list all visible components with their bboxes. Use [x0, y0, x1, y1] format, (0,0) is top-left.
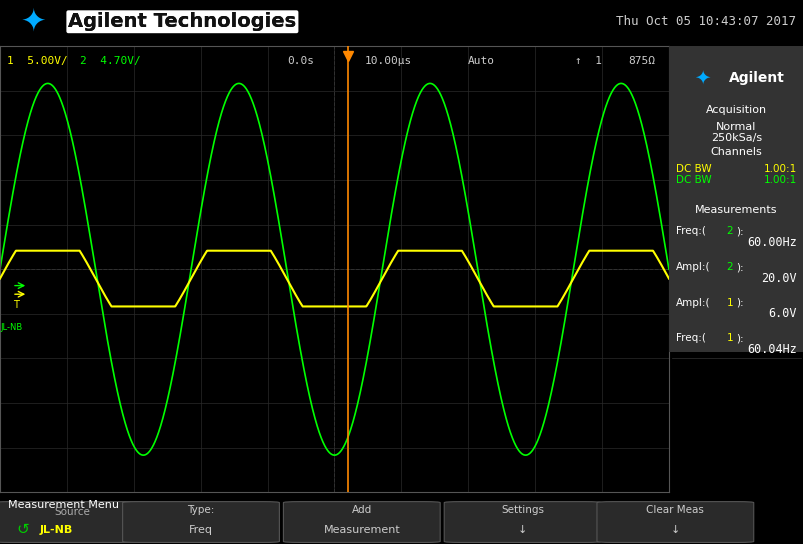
Text: JL-NB: JL-NB — [1, 323, 23, 332]
Text: 1  5.00V/: 1 5.00V/ — [6, 56, 67, 66]
Text: Auto: Auto — [467, 56, 495, 66]
Text: 2: 2 — [725, 262, 732, 272]
Text: Add: Add — [351, 505, 372, 515]
Text: Clear Meas: Clear Meas — [646, 505, 703, 515]
Text: 0.0s: 0.0s — [287, 56, 314, 66]
Text: Acquisition: Acquisition — [705, 104, 766, 115]
Text: 1: 1 — [725, 333, 732, 343]
Text: ):: ): — [735, 262, 743, 272]
Text: 875Ω: 875Ω — [628, 56, 654, 66]
Text: 250kSa/s: 250kSa/s — [710, 133, 761, 143]
Text: ):: ): — [735, 226, 743, 236]
Text: Agilent Technologies: Agilent Technologies — [68, 13, 296, 31]
Text: Measurement Menu: Measurement Menu — [8, 500, 119, 510]
Text: ↺: ↺ — [16, 522, 29, 537]
Text: 60.04Hz: 60.04Hz — [747, 343, 797, 356]
Text: 2: 2 — [725, 226, 732, 236]
Text: Ampl:(: Ampl:( — [675, 262, 709, 272]
Text: 10.00μs: 10.00μs — [364, 56, 411, 66]
Text: Agilent Technologies: Agilent Technologies — [68, 13, 296, 31]
Text: Agilent: Agilent — [728, 71, 784, 85]
Text: 60.00Hz: 60.00Hz — [747, 236, 797, 249]
Text: Measurements: Measurements — [695, 205, 777, 214]
FancyBboxPatch shape — [443, 502, 601, 542]
Text: ✦: ✦ — [694, 69, 710, 88]
Text: 1.00:1: 1.00:1 — [763, 164, 797, 174]
Text: 20.0V: 20.0V — [760, 271, 797, 285]
FancyBboxPatch shape — [283, 502, 440, 542]
Text: Measurement: Measurement — [323, 524, 400, 535]
FancyBboxPatch shape — [630, 0, 803, 254]
Text: 1: 1 — [725, 298, 732, 308]
Text: DC BW: DC BW — [675, 175, 711, 185]
Text: Normal: Normal — [715, 121, 756, 132]
Text: 2  4.70V/: 2 4.70V/ — [80, 56, 141, 66]
Text: ↓: ↓ — [670, 524, 679, 535]
Text: ):: ): — [735, 298, 743, 308]
Text: ):: ): — [735, 333, 743, 343]
Text: T: T — [14, 300, 19, 310]
Text: Ampl:(: Ampl:( — [675, 298, 709, 308]
FancyBboxPatch shape — [630, 9, 803, 294]
Text: Freq: Freq — [189, 524, 213, 535]
FancyBboxPatch shape — [122, 502, 279, 542]
Text: Source: Source — [55, 507, 90, 517]
Text: DC BW: DC BW — [675, 164, 711, 174]
Text: ✦: ✦ — [21, 7, 47, 36]
FancyBboxPatch shape — [596, 502, 753, 542]
FancyBboxPatch shape — [630, 67, 803, 352]
Text: Settings: Settings — [500, 505, 544, 515]
Text: Type:: Type: — [187, 505, 214, 515]
Text: 1.00:1: 1.00:1 — [763, 175, 797, 185]
Text: Thu Oct 05 10:43:07 2017: Thu Oct 05 10:43:07 2017 — [615, 15, 795, 28]
Text: JL-NB: JL-NB — [39, 524, 73, 535]
FancyBboxPatch shape — [0, 502, 151, 542]
Text: Freq:(: Freq:( — [675, 333, 705, 343]
Text: Freq:(: Freq:( — [675, 226, 705, 236]
Text: ↓: ↓ — [517, 524, 527, 535]
Text: 6.0V: 6.0V — [768, 307, 797, 320]
Text: Channels: Channels — [710, 146, 761, 157]
Text: ↑  1: ↑ 1 — [574, 56, 601, 66]
